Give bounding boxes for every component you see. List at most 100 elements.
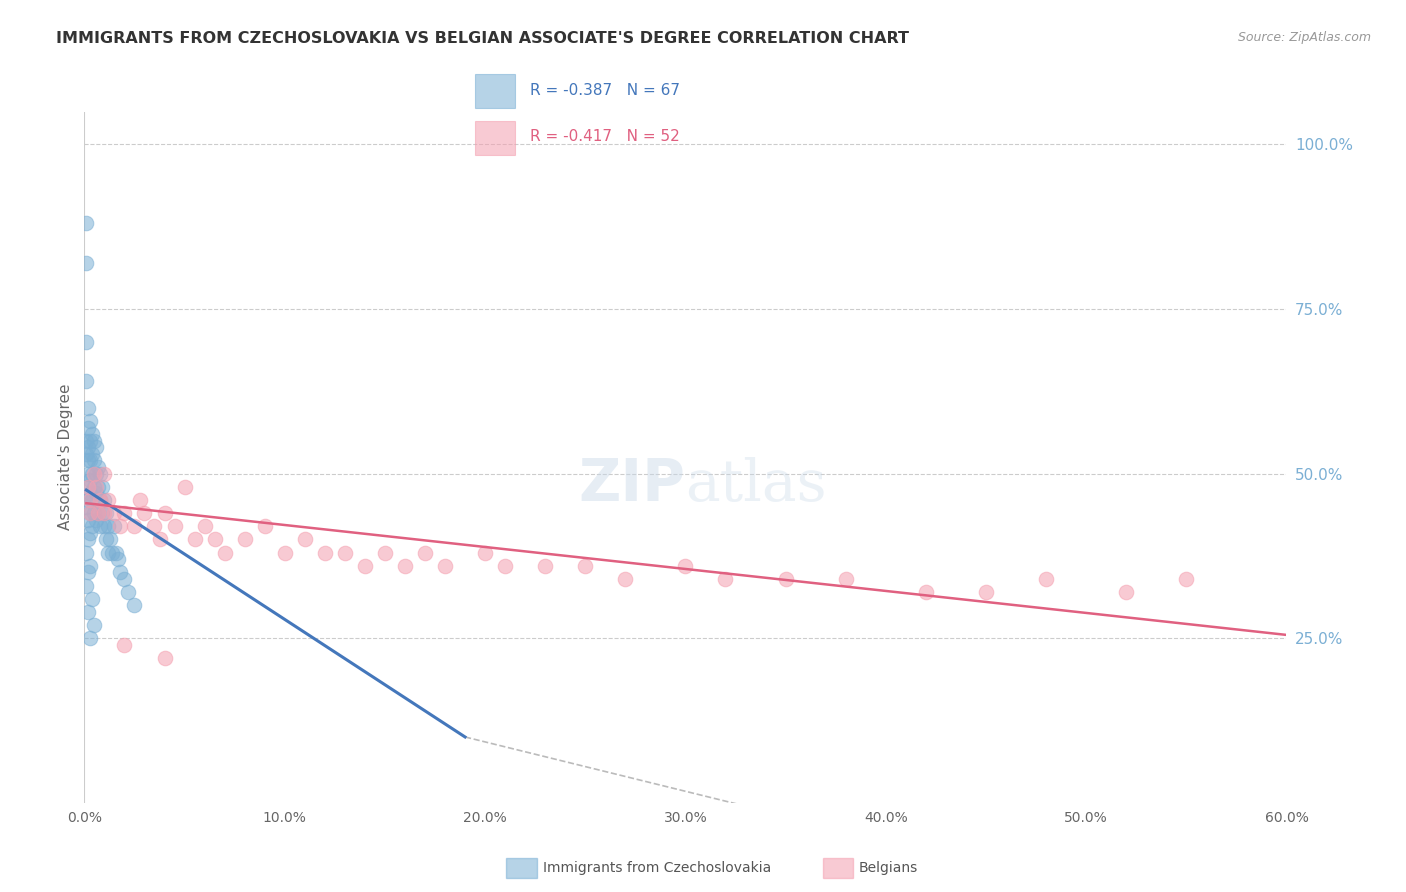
- Point: [915, 585, 938, 599]
- Point: [79, 506, 101, 520]
- Point: [96, 533, 118, 547]
- Point: [105, 546, 128, 560]
- Point: [97, 492, 120, 507]
- Point: [86, 513, 108, 527]
- Point: [77, 467, 100, 481]
- Point: [96, 506, 118, 520]
- Point: [77, 566, 100, 580]
- Point: [87, 506, 110, 520]
- Point: [77, 401, 100, 415]
- Point: [314, 546, 336, 560]
- Point: [79, 631, 101, 645]
- Point: [83, 480, 105, 494]
- Point: [153, 506, 176, 520]
- Point: [75, 334, 97, 349]
- Point: [83, 618, 105, 632]
- Point: [79, 492, 101, 507]
- Point: [103, 519, 125, 533]
- Point: [103, 506, 125, 520]
- Point: [86, 467, 108, 481]
- Point: [93, 492, 115, 507]
- Point: [77, 533, 100, 547]
- Point: [474, 546, 496, 560]
- Point: [163, 519, 186, 533]
- Point: [143, 519, 166, 533]
- Point: [100, 533, 122, 547]
- Point: [87, 460, 110, 475]
- Point: [77, 480, 100, 494]
- Point: [86, 440, 108, 454]
- Point: [82, 492, 104, 507]
- Point: [75, 434, 97, 448]
- Point: [1175, 572, 1198, 586]
- Point: [86, 480, 108, 494]
- Point: [124, 599, 146, 613]
- Point: [91, 506, 114, 520]
- Text: IMMIGRANTS FROM CZECHOSLOVAKIA VS BELGIAN ASSOCIATE'S DEGREE CORRELATION CHART: IMMIGRANTS FROM CZECHOSLOVAKIA VS BELGIA…: [56, 31, 910, 46]
- Point: [413, 546, 436, 560]
- Point: [117, 585, 139, 599]
- Point: [86, 486, 108, 500]
- Point: [82, 591, 104, 606]
- Point: [75, 216, 97, 230]
- Point: [274, 546, 297, 560]
- Point: [83, 467, 105, 481]
- Point: [129, 492, 152, 507]
- Point: [333, 546, 356, 560]
- Point: [204, 533, 226, 547]
- Point: [93, 506, 115, 520]
- Point: [87, 506, 110, 520]
- Point: [574, 558, 596, 573]
- Point: [394, 558, 416, 573]
- Point: [124, 519, 146, 533]
- Point: [82, 447, 104, 461]
- Point: [93, 519, 115, 533]
- Point: [614, 572, 637, 586]
- Point: [149, 533, 172, 547]
- Point: [89, 492, 111, 507]
- Point: [714, 572, 737, 586]
- FancyBboxPatch shape: [475, 121, 515, 155]
- Point: [87, 480, 110, 494]
- Point: [107, 552, 129, 566]
- Point: [79, 434, 101, 448]
- Point: [294, 533, 316, 547]
- Point: [79, 525, 101, 540]
- Point: [75, 578, 97, 592]
- Point: [354, 558, 377, 573]
- Point: [82, 427, 104, 442]
- Point: [82, 467, 104, 481]
- Point: [83, 506, 105, 520]
- Point: [374, 546, 396, 560]
- Point: [77, 513, 100, 527]
- Point: [775, 572, 797, 586]
- Point: [974, 585, 997, 599]
- Point: [77, 420, 100, 434]
- Text: Source: ZipAtlas.com: Source: ZipAtlas.com: [1237, 31, 1371, 45]
- Point: [675, 558, 697, 573]
- Text: Belgians: Belgians: [859, 861, 918, 875]
- Point: [83, 434, 105, 448]
- Point: [114, 572, 135, 586]
- Point: [214, 546, 236, 560]
- Point: [97, 519, 120, 533]
- Point: [79, 506, 101, 520]
- Point: [173, 480, 195, 494]
- Point: [77, 440, 100, 454]
- Text: atlas: atlas: [686, 457, 827, 513]
- Point: [89, 467, 111, 481]
- Point: [89, 519, 111, 533]
- Point: [183, 533, 205, 547]
- Point: [101, 546, 124, 560]
- Point: [134, 506, 156, 520]
- Point: [153, 651, 176, 665]
- Text: R = -0.417   N = 52: R = -0.417 N = 52: [530, 129, 679, 145]
- Y-axis label: Associate's Degree: Associate's Degree: [58, 384, 73, 531]
- Point: [534, 558, 557, 573]
- Point: [77, 492, 100, 507]
- Point: [75, 546, 97, 560]
- Point: [1115, 585, 1137, 599]
- Point: [110, 519, 132, 533]
- Point: [835, 572, 858, 586]
- Point: [79, 486, 101, 500]
